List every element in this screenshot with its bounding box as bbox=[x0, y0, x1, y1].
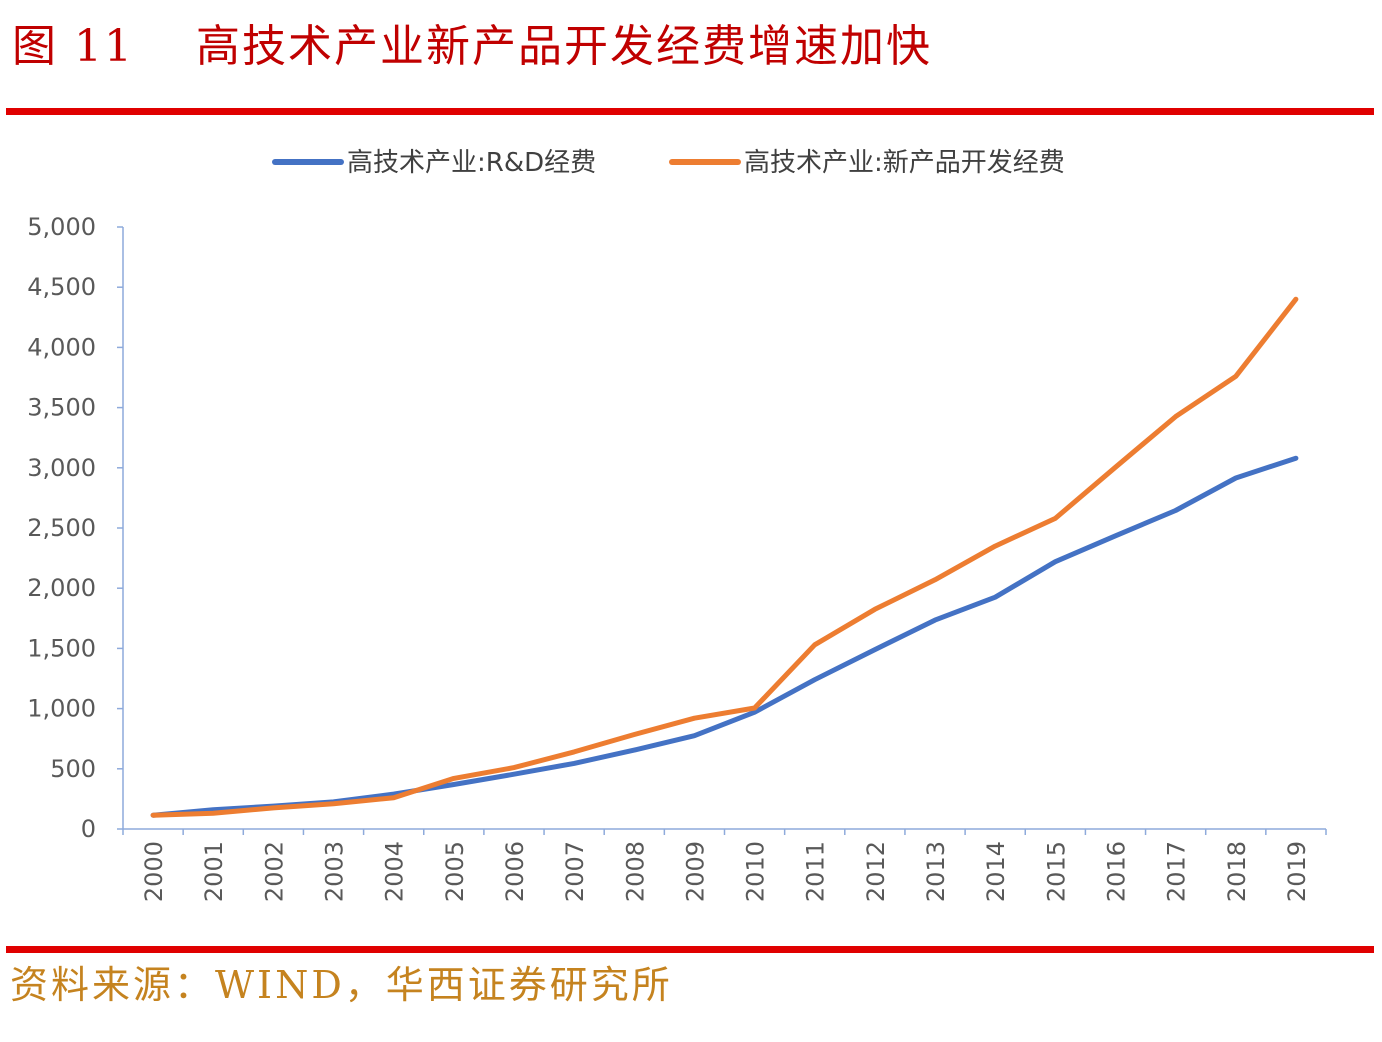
y-tick-label: 4,000 bbox=[27, 333, 96, 361]
x-tick-label: 2012 bbox=[862, 841, 890, 902]
legend-label-0: 高技术产业:R&D经费 bbox=[347, 148, 596, 178]
x-tick-label: 2009 bbox=[681, 841, 709, 902]
x-tick-label: 2003 bbox=[321, 841, 349, 902]
y-tick-label: 2,000 bbox=[27, 574, 96, 602]
y-tick-label: 5,000 bbox=[27, 213, 96, 241]
x-tick-label: 2004 bbox=[381, 841, 409, 902]
y-tick-label: 1,500 bbox=[27, 634, 96, 662]
x-tick-label: 2002 bbox=[260, 841, 288, 902]
chart-legend: 高技术产业:R&D经费 高技术产业:新产品开发经费 bbox=[272, 148, 1065, 178]
y-tick-label: 1,000 bbox=[27, 695, 96, 723]
series-line-0 bbox=[150, 455, 1299, 818]
x-tick-label: 2010 bbox=[742, 841, 770, 902]
x-tick-label: 2007 bbox=[561, 841, 589, 902]
series-layer bbox=[150, 296, 1299, 818]
x-tick-label: 2016 bbox=[1102, 841, 1130, 902]
y-tick-label: 500 bbox=[50, 755, 96, 783]
x-tick-label: 2013 bbox=[922, 841, 950, 902]
series-line-1 bbox=[150, 296, 1299, 818]
y-tick-label: 3,000 bbox=[27, 454, 96, 482]
y-tick-label: 3,500 bbox=[27, 394, 96, 422]
x-tick-label: 2008 bbox=[621, 841, 649, 902]
x-tick-label: 2018 bbox=[1223, 841, 1251, 902]
x-tick-label: 2006 bbox=[501, 841, 529, 902]
x-tick-label: 2011 bbox=[802, 841, 830, 902]
y-tick-label: 0 bbox=[81, 815, 96, 843]
x-tick-label: 2005 bbox=[441, 841, 469, 902]
top-divider bbox=[6, 108, 1374, 115]
x-tick-label: 2014 bbox=[982, 841, 1010, 902]
bottom-divider bbox=[6, 946, 1374, 953]
figure-title: 图 11 高技术产业新产品开发经费增速加快 bbox=[12, 12, 932, 72]
x-tick-label: 2015 bbox=[1042, 841, 1070, 902]
x-tick-label: 2017 bbox=[1163, 841, 1191, 902]
y-axis: 0 500 1,000 1,500 2,000 2,500 3,000 3,500 4,000 4… bbox=[27, 213, 124, 843]
y-tick-label: 4,500 bbox=[27, 273, 96, 301]
x-tick-label: 2001 bbox=[200, 841, 228, 902]
x-axis: 2000 2001 2002 2003 2004 2005 2006 2007 2008 2009… bbox=[122, 828, 1327, 902]
y-tick-label: 2,500 bbox=[27, 514, 96, 542]
x-tick-label: 2000 bbox=[140, 841, 168, 902]
x-tick-label: 2019 bbox=[1283, 841, 1311, 902]
legend-label-1: 高技术产业:新产品开发经费 bbox=[744, 148, 1065, 178]
figure-title-text: 高技术产业新产品开发经费增速加快 bbox=[195, 21, 932, 72]
source-note: 资料来源：WIND，华西证券研究所 bbox=[10, 962, 673, 1007]
figure-number: 图 11 bbox=[12, 21, 134, 72]
